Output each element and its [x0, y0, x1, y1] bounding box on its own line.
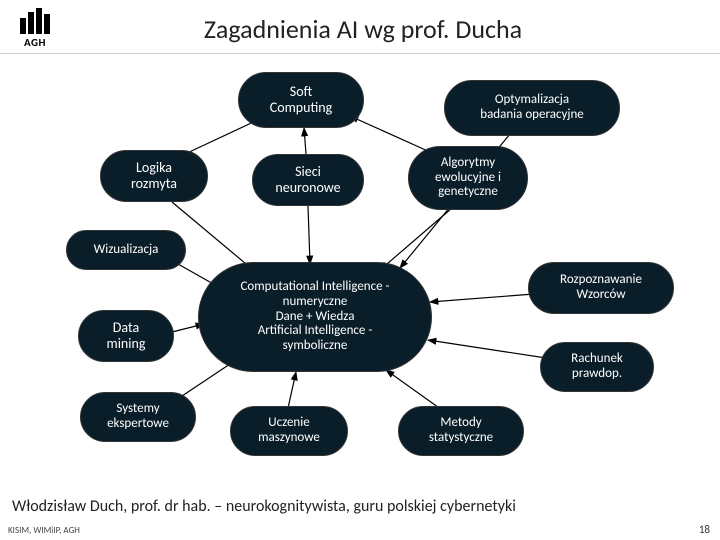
caption-text: Włodzisław Duch, prof. dr hab. – neuroko… — [12, 497, 516, 516]
arrow-sieci-to-soft_computing — [304, 128, 306, 154]
node-sieci: Siecineuronowe — [252, 154, 364, 206]
arrow-metody-to-comp_intel — [386, 370, 442, 410]
slide-title: Zagadnienia AI wg prof. Ducha — [26, 13, 700, 45]
node-logika: Logikarozmyta — [100, 150, 208, 202]
node-uczenie: Uczeniemaszynowe — [230, 406, 348, 456]
diagram-area: SoftComputing Optymalizacjabadania operac… — [0, 54, 720, 484]
node-metody: Metodystatystyczne — [398, 406, 524, 456]
arrow-sieci-to-comp_intel — [308, 206, 310, 264]
slide-header: AGH Zagadnienia AI wg prof. Ducha — [0, 0, 720, 54]
arrow-rozpoznawanie-to-comp_intel — [430, 294, 534, 302]
node-soft-computing: SoftComputing — [238, 72, 364, 128]
node-systemy: Systemyekspertowe — [80, 392, 196, 442]
page-number: 18 — [699, 523, 710, 536]
node-data-mining: Datamining — [78, 310, 174, 362]
node-rozpoznawanie: RozpoznawanieWzorców — [528, 262, 674, 314]
footer-left: KISIM, WIMiIP, AGH — [8, 525, 80, 536]
arrow-algorytmy-to-soft_computing — [350, 116, 430, 152]
node-rachunek: Rachunekprawdop. — [540, 342, 654, 392]
node-algorytmy: Algorytmyewolucyjne igenetyczne — [408, 146, 528, 210]
node-wizualizacja: Wizualizacja — [66, 230, 186, 270]
arrow-systemy-to-comp_intel — [176, 360, 236, 400]
arrow-algorytmy-to-comp_intel — [380, 208, 452, 270]
arrow-rachunek-to-comp_intel — [428, 340, 546, 358]
node-comp-intel: Computational Intelligence -numeryczneDa… — [198, 262, 432, 372]
node-optymalizacja: Optymalizacjabadania operacyjne — [444, 80, 620, 136]
arrow-uczenie-to-comp_intel — [288, 372, 296, 408]
